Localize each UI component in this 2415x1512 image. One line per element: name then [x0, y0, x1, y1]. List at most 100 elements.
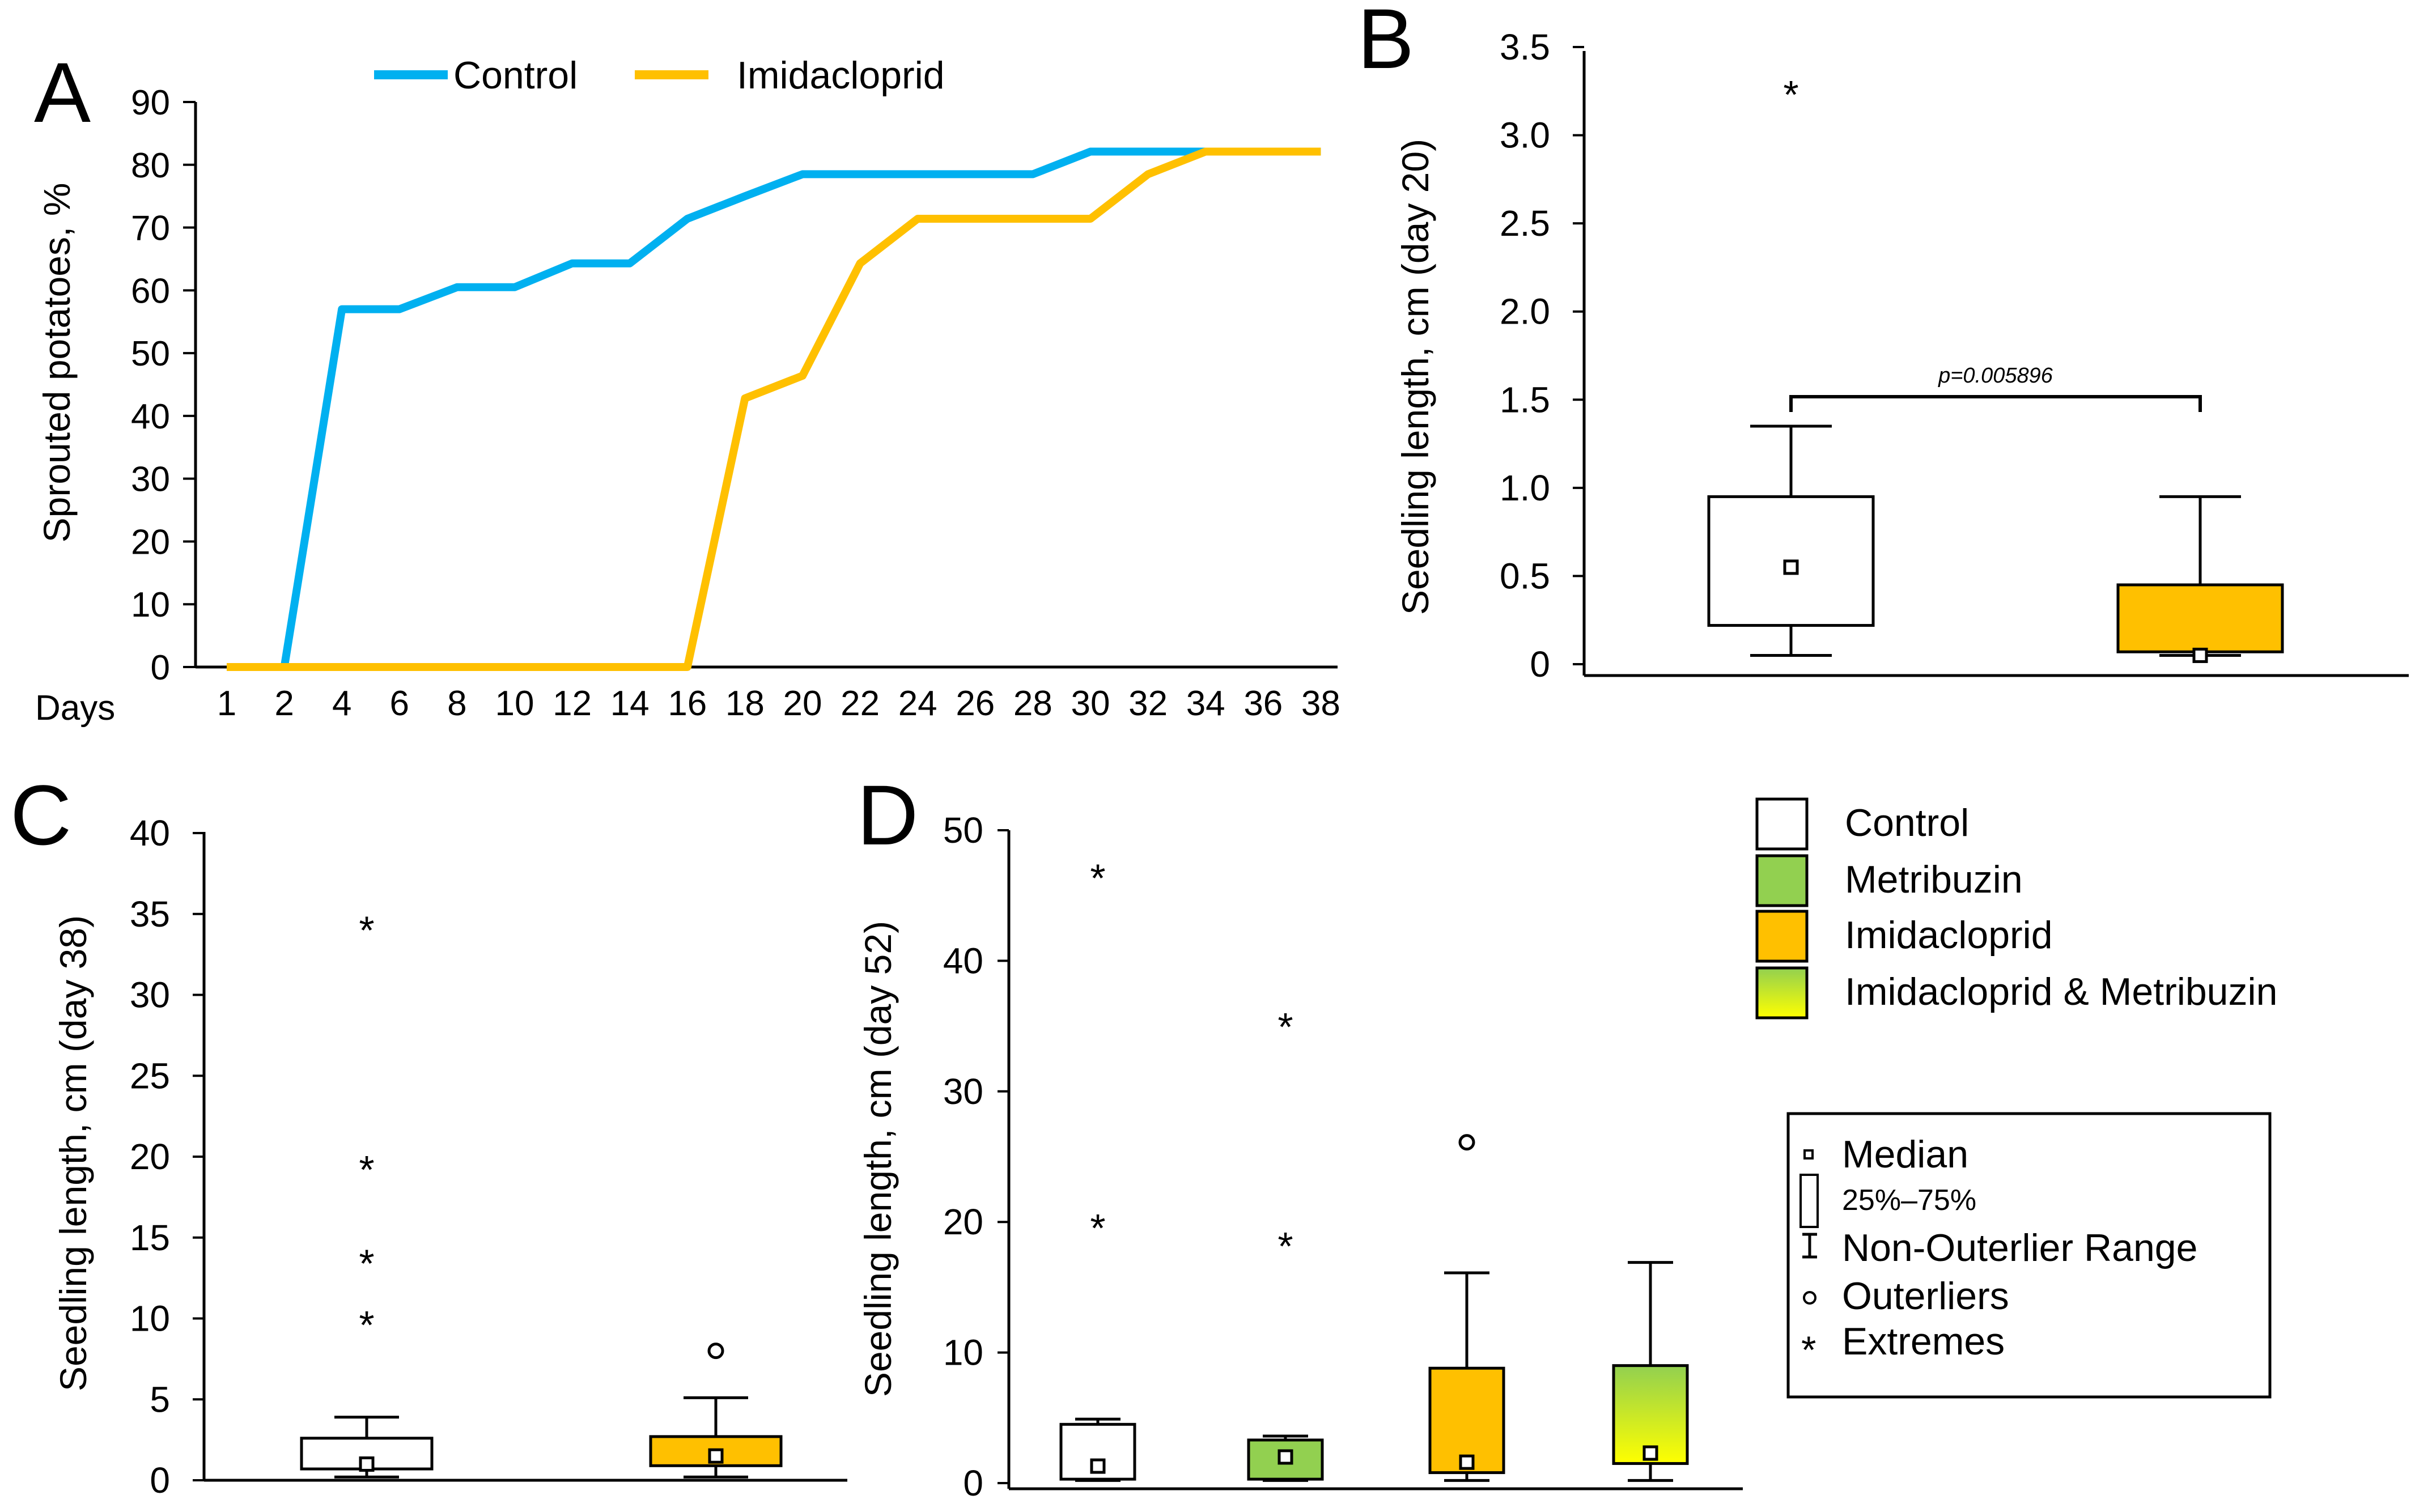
legend-swatch-control — [1755, 797, 1809, 851]
y-tick-label: 50 — [943, 810, 983, 851]
extreme-point-control: * — [359, 1148, 374, 1192]
panel-a-x-ticks: 1 2 4 6 8 10 12 14 16 18 20 22 24 26 28 30 32 34 36 38 — [217, 684, 1340, 723]
extreme-point-metribuzin: * — [1277, 1005, 1293, 1049]
panel-a-y-tick-label: 80 — [131, 146, 170, 185]
y-tick-label: 2.5 — [1500, 203, 1550, 244]
legend-imidacloprid-line-label: Imidacloprid — [737, 54, 945, 97]
panel-c: C 0 5 10 15 20 25 30 35 40 Seedling length, cm (… — [10, 767, 847, 1501]
median-marker-control — [1783, 559, 1799, 575]
panel-a-x-tick-label: 1 — [217, 684, 236, 723]
panel-a-x-tick-label: 4 — [332, 684, 351, 723]
panel-a-y-ticks: 0 10 20 30 40 50 60 70 80 90 — [131, 83, 196, 687]
extreme-point-control: * — [1090, 856, 1105, 900]
panel-d-y-label: Seedling length, cm (day 52) — [857, 921, 899, 1397]
median-marker-control — [1090, 1458, 1106, 1474]
extreme-point-control: * — [359, 1242, 374, 1286]
panel-c-boxes: * * * * — [300, 908, 783, 1479]
extreme-point-control: * — [359, 1303, 374, 1347]
panel-b: B 0 0.5 1.0 1.5 2.0 2.5 3.0 3.5 Seedling length… — [1357, 0, 2409, 685]
y-tick-label: 5 — [150, 1379, 170, 1420]
legend-label-imidacloprid: Imidacloprid — [1845, 914, 2053, 957]
y-tick-label: 3.0 — [1500, 115, 1550, 156]
extreme-point-control: * — [1783, 73, 1798, 117]
panel-a-y-tick-label: 20 — [131, 523, 170, 562]
panel-a-x-tick-label: 20 — [783, 684, 822, 723]
panel-a-x-tick-label: 32 — [1128, 684, 1168, 723]
panel-a-x-tick-label: 8 — [447, 684, 466, 723]
outlier-point-imidacloprid — [1458, 1134, 1475, 1151]
panel-a-y-tick-label: 30 — [131, 460, 170, 499]
panel-a-y-tick-label: 10 — [131, 585, 170, 625]
legend-swatch-metribuzin — [1755, 854, 1809, 907]
key-outlier-label: Outerliers — [1842, 1275, 2009, 1318]
y-tick-label: 3.5 — [1500, 27, 1550, 67]
panel-a-x-tick-label: 22 — [841, 684, 880, 723]
panel-b-letter: B — [1357, 0, 1414, 86]
p-value-label: p=0.005896 — [1938, 364, 2053, 388]
y-tick-label: 0 — [1530, 644, 1550, 685]
key-median-symbol — [1803, 1149, 1814, 1160]
median-marker-imidacloprid — [1459, 1454, 1475, 1470]
panel-b-y-ticks: 0 0.5 1.0 1.5 2.0 2.5 3.0 3.5 — [1500, 27, 1584, 685]
panel-a-y-tick-label: 60 — [131, 271, 170, 311]
y-tick-label: 40 — [130, 813, 170, 853]
y-tick-label: 10 — [130, 1298, 170, 1339]
extreme-point-control: * — [1090, 1206, 1105, 1250]
key-median-label: Median — [1842, 1133, 1968, 1176]
panel-a-y-label: Sprouted potatoes, % — [36, 183, 78, 543]
panel-c-letter: C — [10, 767, 71, 863]
y-tick-label: 20 — [943, 1201, 983, 1242]
panel-a-y-tick-label: 90 — [131, 83, 170, 122]
legend-label-control: Control — [1845, 801, 1969, 844]
box-plot-key: Median 25%–75% Non-Outerlier Range Outer… — [1786, 1112, 2272, 1399]
key-extreme-symbol: * — [1801, 1328, 1816, 1371]
panel-a-letter: A — [34, 45, 91, 140]
legend-label-combo: Imidacloprid & Metribuzin — [1845, 970, 2277, 1013]
panel-a-x-tick-label: 36 — [1243, 684, 1283, 723]
y-tick-label: 1.0 — [1500, 468, 1550, 508]
key-outlier-symbol — [1803, 1291, 1816, 1305]
panel-b-y-label: Seedling length, cm (day 20) — [1394, 139, 1436, 615]
y-tick-label: 40 — [943, 940, 983, 981]
panel-a-x-tick-label: 18 — [725, 684, 765, 723]
panel-a-y-tick-label: 0 — [151, 648, 170, 687]
significance-bracket: p=0.005896 — [1789, 364, 2202, 412]
panel-d-letter: D — [857, 767, 918, 863]
y-tick-label: 35 — [130, 894, 170, 935]
key-range-label: Non-Outerlier Range — [1842, 1226, 2197, 1269]
box-imidacloprid — [1428, 1366, 1505, 1475]
panel-c-y-ticks: 0 5 10 15 20 25 30 35 40 — [130, 813, 204, 1501]
y-tick-label: 0 — [150, 1460, 170, 1501]
y-tick-label: 0 — [963, 1463, 983, 1503]
median-marker-imidacloprid-metribuzin — [1642, 1445, 1658, 1461]
extreme-point-metribuzin: * — [1277, 1224, 1293, 1268]
median-marker-imidacloprid — [2192, 647, 2208, 663]
panel-a-y-tick-label: 40 — [131, 397, 170, 436]
y-tick-label: 20 — [130, 1136, 170, 1177]
panel-a-x-label: Days — [35, 689, 115, 728]
median-marker-control — [359, 1456, 375, 1472]
key-range-symbol — [1802, 1233, 1817, 1259]
key-iqr-label: 25%–75% — [1842, 1184, 1976, 1217]
extreme-point-control: * — [359, 908, 374, 953]
y-tick-label: 15 — [130, 1217, 170, 1258]
panel-a-x-tick-label: 34 — [1186, 684, 1225, 723]
legend-label-metribuzin: Metribuzin — [1845, 858, 2023, 901]
box-imidacloprid — [2116, 583, 2284, 653]
panel-a-y-tick-label: 70 — [131, 209, 170, 248]
panel-a-x-tick-label: 24 — [898, 684, 937, 723]
median-marker-imidacloprid — [708, 1448, 724, 1464]
legend-swatch-imidacloprid — [1755, 910, 1809, 963]
panel-a-x-tick-label: 6 — [390, 684, 409, 723]
y-tick-label: 25 — [130, 1055, 170, 1096]
panel-a-x-tick-label: 12 — [553, 684, 592, 723]
y-tick-label: 0.5 — [1500, 555, 1550, 596]
panel-a-x-tick-label: 28 — [1013, 684, 1052, 723]
panel-a-x-tick-label: 16 — [668, 684, 707, 723]
panel-c-y-label: Seedling length, cm (day 38) — [52, 915, 94, 1391]
panel-a-y-tick-label: 50 — [131, 334, 170, 373]
series-control-line — [227, 147, 1321, 671]
panel-d-y-ticks: 0 10 20 30 40 50 — [943, 810, 1009, 1503]
key-iqr-symbol — [1799, 1174, 1819, 1228]
panel-a-x-tick-label: 10 — [495, 684, 534, 723]
